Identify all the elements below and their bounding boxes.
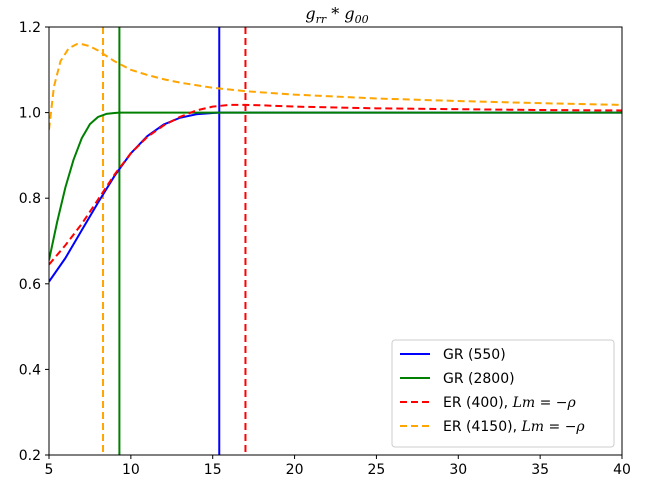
legend: GR (550) GR (2800) ER (400), Lm = −ρ ER (41… bbox=[391, 339, 615, 448]
y-tick-label: 0.4 bbox=[19, 362, 41, 378]
plot-area bbox=[49, 27, 622, 455]
series-line-0 bbox=[49, 111, 622, 283]
x-tick-label: 35 bbox=[531, 462, 549, 478]
series-line-1 bbox=[49, 111, 622, 261]
legend-label-3: ER (4150), Lm = −ρ bbox=[443, 419, 585, 435]
x-tick-label: 5 bbox=[45, 462, 54, 478]
legend-box bbox=[391, 339, 615, 448]
series-line-2 bbox=[49, 103, 622, 266]
series-line-3 bbox=[49, 43, 622, 130]
y-tick-label: 1.2 bbox=[19, 20, 41, 36]
axis-ticks: 5 10 15 20 25 30 35 40 0.2 0.4 0.6 0.8 1.0 1.2 bbox=[19, 20, 631, 478]
chart-title: grr * g00 bbox=[305, 4, 368, 26]
x-tick-label: 20 bbox=[286, 462, 304, 478]
y-tick-label: 1.0 bbox=[19, 106, 41, 122]
x-tick-label: 25 bbox=[368, 462, 386, 478]
y-tick-label: 0.8 bbox=[19, 191, 41, 207]
legend-label-2: ER (400), Lm = −ρ bbox=[443, 395, 577, 411]
x-tick-label: 40 bbox=[613, 462, 631, 478]
axes-frame bbox=[48, 26, 623, 456]
legend-label-1: GR (2800) bbox=[443, 371, 515, 387]
y-tick-label: 0.2 bbox=[19, 448, 41, 464]
x-tick-label: 10 bbox=[122, 462, 140, 478]
y-tick-label: 0.6 bbox=[19, 277, 41, 293]
x-tick-label: 30 bbox=[449, 462, 467, 478]
x-tick-label: 15 bbox=[204, 462, 222, 478]
legend-label-0: GR (550) bbox=[443, 347, 506, 363]
